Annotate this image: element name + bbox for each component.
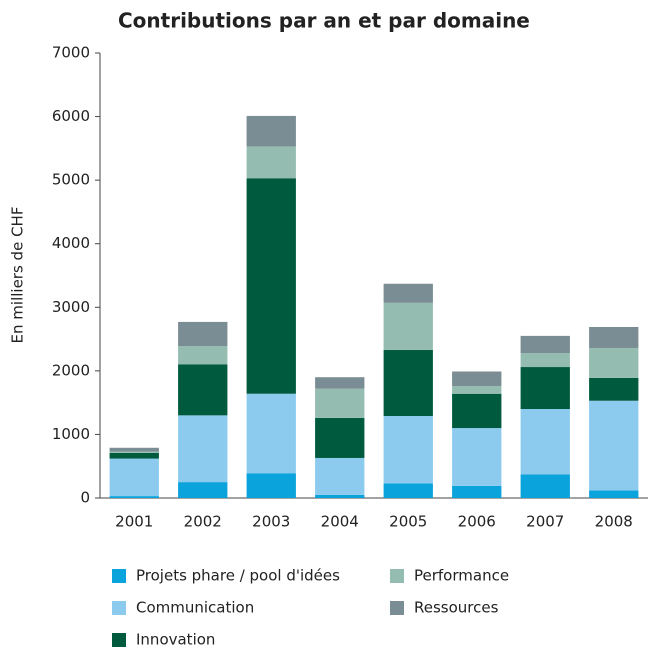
x-tick-label: 2002: [184, 513, 222, 531]
bar-segment: [178, 364, 228, 416]
bar-segment: [109, 496, 159, 498]
x-tick-label: 2001: [115, 513, 153, 531]
y-tick-label: 2000: [52, 361, 90, 379]
bar-segment: [452, 428, 502, 486]
legend-label: Performance: [414, 567, 509, 585]
bar-segment: [315, 377, 365, 389]
legend-swatch: [112, 601, 126, 615]
bar-segment: [452, 386, 502, 394]
bar-segment: [383, 302, 433, 350]
bar-segment: [315, 417, 365, 458]
bar-segment: [109, 451, 159, 453]
bar-segment: [589, 400, 639, 491]
bar-segment: [315, 494, 365, 498]
bar-segment: [520, 335, 570, 354]
y-tick-label: 3000: [52, 298, 90, 316]
bar-segment: [383, 349, 433, 416]
bar-segment: [109, 452, 159, 459]
bar-segment: [246, 473, 296, 498]
bar-segment: [589, 377, 639, 401]
bar-segment: [246, 178, 296, 394]
bar-segment: [178, 346, 228, 365]
x-tick-label: 2006: [458, 513, 496, 531]
y-axis-label: En milliers de CHF: [9, 207, 27, 344]
y-tick-label: 6000: [52, 107, 90, 125]
bar-segment: [452, 393, 502, 429]
bar-segment: [178, 321, 228, 347]
x-tick-label: 2005: [389, 513, 427, 531]
x-tick-label: 2007: [526, 513, 564, 531]
legend-swatch: [112, 569, 126, 583]
y-tick-label: 1000: [52, 425, 90, 443]
bar-segment: [589, 347, 639, 378]
bar-segment: [109, 458, 159, 497]
bar-segment: [109, 447, 159, 452]
y-tick-label: 0: [80, 489, 90, 507]
x-tick-label: 2004: [321, 513, 359, 531]
x-tick-label: 2008: [595, 513, 633, 531]
bar-segment: [246, 115, 296, 147]
y-tick-label: 5000: [52, 171, 90, 189]
bar-segment: [178, 482, 228, 498]
bar-segment: [383, 415, 433, 484]
bar-segment: [315, 388, 365, 418]
y-tick-label: 4000: [52, 234, 90, 252]
legend-label: Ressources: [414, 599, 499, 617]
bar-segment: [520, 409, 570, 475]
y-tick-label: 7000: [52, 44, 90, 62]
bar-segment: [383, 483, 433, 498]
bar-segment: [589, 490, 639, 498]
bar-segment: [383, 283, 433, 303]
bar-segment: [452, 485, 502, 498]
bar-segment: [315, 457, 365, 495]
chart-title: Contributions par an et par domaine: [118, 9, 530, 33]
bar-segment: [246, 146, 296, 179]
legend-swatch: [390, 569, 404, 583]
legend-swatch: [112, 633, 126, 647]
legend-label: Communication: [136, 599, 254, 617]
legend-swatch: [390, 601, 404, 615]
bar-segment: [589, 326, 639, 348]
bar-segment: [520, 353, 570, 368]
bar-segment: [520, 367, 570, 409]
legend-label: Innovation: [136, 631, 215, 649]
bar-segment: [178, 415, 228, 483]
bar-segment: [246, 393, 296, 474]
bar-segment: [520, 474, 570, 498]
bar-segment: [452, 371, 502, 387]
x-tick-label: 2003: [252, 513, 290, 531]
legend-label: Projets phare / pool d'idées: [136, 567, 340, 585]
